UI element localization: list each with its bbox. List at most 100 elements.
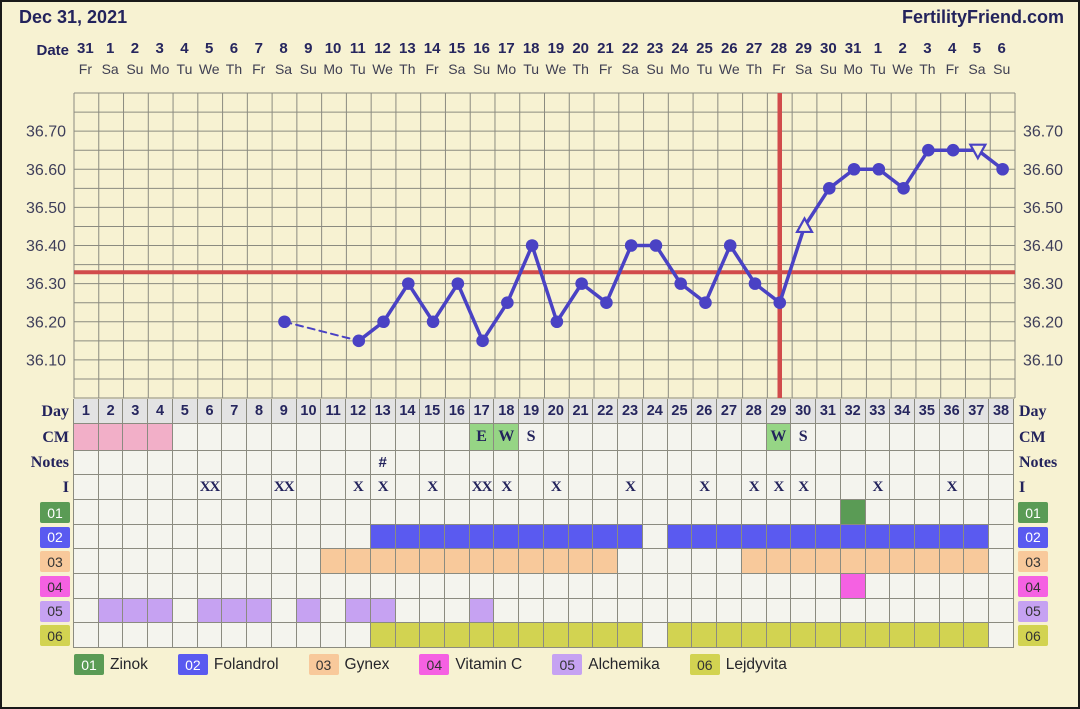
temp-segment bbox=[406, 281, 435, 324]
date-weekday: We bbox=[718, 61, 740, 77]
grid-cell: 8 bbox=[247, 399, 272, 424]
grid-cell bbox=[816, 500, 841, 525]
date-number: 19 bbox=[547, 40, 565, 57]
grid-cell bbox=[568, 475, 594, 500]
grid-cell bbox=[939, 451, 965, 475]
medication-chip-02: 02 bbox=[40, 526, 70, 548]
grid-cell bbox=[519, 623, 544, 648]
date-cell: 5 Sa bbox=[965, 38, 990, 79]
grid-cell bbox=[914, 451, 940, 475]
grid-cell bbox=[296, 475, 322, 500]
grid-cell bbox=[667, 549, 693, 574]
date-cell: 31 Fr bbox=[73, 38, 98, 79]
grid-cell bbox=[865, 623, 891, 648]
grid-cell bbox=[123, 500, 149, 525]
grid-cell bbox=[346, 598, 371, 624]
grid-cell bbox=[148, 500, 173, 525]
grid-cell bbox=[148, 623, 173, 648]
grid-cell bbox=[667, 475, 693, 500]
grid-cell: 24 bbox=[642, 399, 668, 424]
grid-cell bbox=[914, 549, 940, 574]
grid-cell bbox=[494, 451, 520, 475]
grid-cell bbox=[420, 598, 446, 624]
day-row-label: Day bbox=[41, 402, 69, 420]
date-weekday: Tu bbox=[696, 61, 713, 77]
grid-cell bbox=[816, 573, 841, 599]
date-cell: 4 Tu bbox=[172, 38, 197, 79]
grid-cell bbox=[222, 500, 248, 525]
date-weekday: Sa bbox=[448, 61, 466, 77]
grid-cell bbox=[469, 623, 495, 648]
grid-cell bbox=[395, 500, 421, 525]
grid-cell bbox=[618, 524, 643, 550]
grid-cell bbox=[98, 500, 124, 525]
grid-cell bbox=[717, 451, 742, 475]
date-weekday: Tu bbox=[523, 61, 540, 77]
note-entry-cell: # bbox=[370, 451, 396, 475]
notes-row-label: Notes bbox=[30, 454, 69, 471]
y-axis-label-left: 36.20 bbox=[26, 314, 66, 331]
grid-cell bbox=[618, 451, 643, 475]
grid-cell bbox=[741, 623, 767, 648]
date-weekday: Sa bbox=[101, 61, 119, 77]
date-number: 2 bbox=[130, 40, 140, 57]
cm-row-label: CM bbox=[42, 428, 69, 446]
grid-cell: 35 bbox=[914, 399, 940, 424]
date-cell: 6 Su bbox=[989, 38, 1014, 79]
medication-row-05 bbox=[73, 598, 1014, 624]
grid-cell bbox=[370, 598, 396, 624]
grid-cell bbox=[519, 451, 544, 475]
grid-cell bbox=[445, 524, 470, 550]
grid-cell bbox=[123, 598, 149, 624]
grid-cell bbox=[543, 623, 569, 648]
medication-chip-04: 04 bbox=[40, 576, 70, 597]
grid-cell bbox=[445, 623, 470, 648]
date-weekday: We bbox=[198, 61, 220, 77]
grid-cell bbox=[296, 451, 322, 475]
date-cell: 14 Fr bbox=[420, 38, 445, 79]
grid-cell bbox=[222, 451, 248, 475]
y-axis-label-right: 36.20 bbox=[1023, 314, 1063, 331]
grid-cell: 6 bbox=[197, 399, 223, 424]
grid-cell bbox=[420, 623, 446, 648]
grid-cell bbox=[445, 598, 470, 624]
date-weekday: We bbox=[892, 61, 914, 77]
grid-cell bbox=[717, 573, 742, 599]
cm-entry-cell: S bbox=[519, 424, 544, 451]
temp-segment bbox=[555, 281, 584, 324]
date-cell: 16 Su bbox=[469, 38, 494, 79]
intercourse-mark-cell: X bbox=[420, 475, 446, 500]
date-number: 11 bbox=[349, 40, 366, 57]
grid-cell bbox=[346, 500, 371, 525]
grid-cell bbox=[964, 500, 990, 525]
date-number: 14 bbox=[423, 40, 441, 57]
date-weekday: Tu bbox=[349, 61, 366, 77]
grid-cell bbox=[964, 549, 990, 574]
grid-cell bbox=[914, 573, 940, 599]
grid-cell bbox=[420, 573, 446, 599]
legend-medication-name: Lejdyvita bbox=[725, 655, 787, 673]
legend-chip-02: 02 bbox=[177, 654, 208, 675]
grid-cell bbox=[865, 451, 891, 475]
temp-segment bbox=[728, 243, 757, 286]
grid-cell bbox=[494, 500, 520, 525]
grid-cell bbox=[692, 500, 718, 525]
grid-cell bbox=[667, 598, 693, 624]
grid-cell bbox=[148, 549, 173, 574]
cm-entry-cell: W bbox=[494, 424, 520, 451]
grid-cell bbox=[692, 451, 718, 475]
brand-link[interactable]: FertilityFriend.com bbox=[901, 7, 1064, 27]
y-axis-label-left: 36.40 bbox=[26, 238, 66, 255]
date-number: 9 bbox=[304, 40, 313, 57]
date-weekday: Su bbox=[299, 61, 317, 77]
date-weekday: Th bbox=[399, 61, 416, 77]
date-weekday: Sa bbox=[274, 61, 293, 77]
notes-row: # bbox=[73, 451, 1014, 475]
grid-cell bbox=[543, 424, 569, 451]
grid-cell bbox=[741, 549, 767, 574]
grid-cell bbox=[123, 451, 149, 475]
grid-cell bbox=[692, 598, 718, 624]
grid-cell bbox=[494, 598, 520, 624]
grid-cell bbox=[791, 623, 817, 648]
grid-cell bbox=[321, 573, 347, 599]
